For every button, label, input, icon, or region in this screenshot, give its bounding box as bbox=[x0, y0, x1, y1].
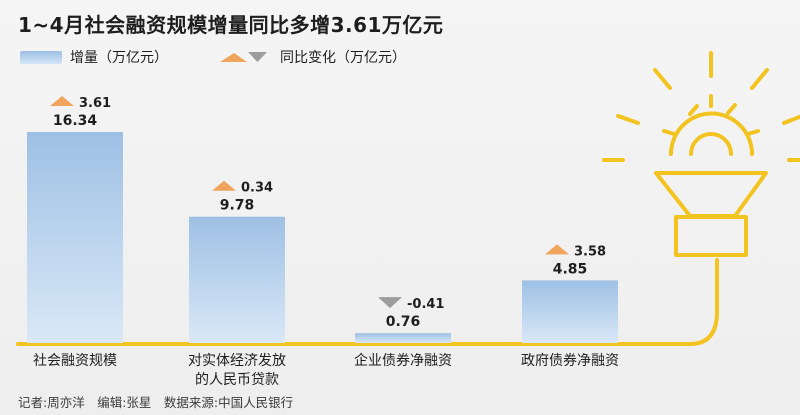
chart-title: 1~4月社会融资规模增量同比多增3.61万亿元 bbox=[18, 13, 444, 37]
bar-1 bbox=[27, 132, 123, 343]
bulb-ray-right-2 bbox=[782, 114, 800, 125]
category-label-3-1: 企业债券净融资 bbox=[354, 352, 452, 369]
legend-item-increase: 增量（万亿元） bbox=[20, 47, 168, 67]
gear-inner bbox=[689, 132, 733, 156]
idea-bulb-decoration bbox=[16, 51, 800, 346]
change-up-arrow-icon-1 bbox=[50, 96, 74, 106]
category-label-2-1: 对实体经济发放 bbox=[188, 353, 286, 369]
legend-increase-label: 增量（万亿元） bbox=[70, 50, 168, 66]
category-label-2-2: 的人民币贷款 bbox=[195, 372, 279, 388]
bulb-connector-line bbox=[16, 258, 719, 346]
change-value-label-3: -0.41 bbox=[407, 297, 444, 312]
bar-4 bbox=[522, 280, 618, 343]
category-label-4-1: 政府债券净融资 bbox=[521, 353, 619, 369]
change-down-arrow-icon-3 bbox=[378, 297, 402, 309]
category-label-1-1: 社会融资规模 bbox=[33, 353, 117, 369]
bar-value-label-4: 4.85 bbox=[553, 261, 588, 277]
footer-credit: 记者:周亦洋 编辑:张星 数据来源:中国人民银行 bbox=[18, 395, 294, 410]
bulb-ray-right-1 bbox=[750, 68, 769, 90]
legend-change-label: 同比变化（万亿元） bbox=[280, 50, 406, 66]
bulb-ray-left-1 bbox=[653, 68, 672, 90]
gear-outline bbox=[662, 94, 760, 156]
change-value-label-1: 3.61 bbox=[79, 96, 111, 111]
bar-2 bbox=[189, 216, 285, 343]
change-up-arrow-icon-4 bbox=[545, 244, 569, 255]
bar-value-label-2: 9.78 bbox=[220, 198, 255, 214]
legend-bar-swatch bbox=[20, 50, 62, 64]
bar-3 bbox=[355, 333, 451, 343]
legend-up-down-arrow-icon bbox=[220, 52, 267, 62]
legend-item-change: 同比变化（万亿元） bbox=[214, 47, 406, 67]
bar-value-label-3: 0.76 bbox=[386, 314, 421, 330]
change-value-label-4: 3.58 bbox=[574, 244, 606, 259]
change-up-arrow-icon-2 bbox=[212, 180, 236, 191]
bar-value-label-1: 16.34 bbox=[53, 113, 98, 129]
bulb-outline bbox=[654, 171, 768, 257]
bulb-ray-left-2 bbox=[616, 114, 640, 125]
change-value-label-2: 0.34 bbox=[241, 181, 273, 196]
